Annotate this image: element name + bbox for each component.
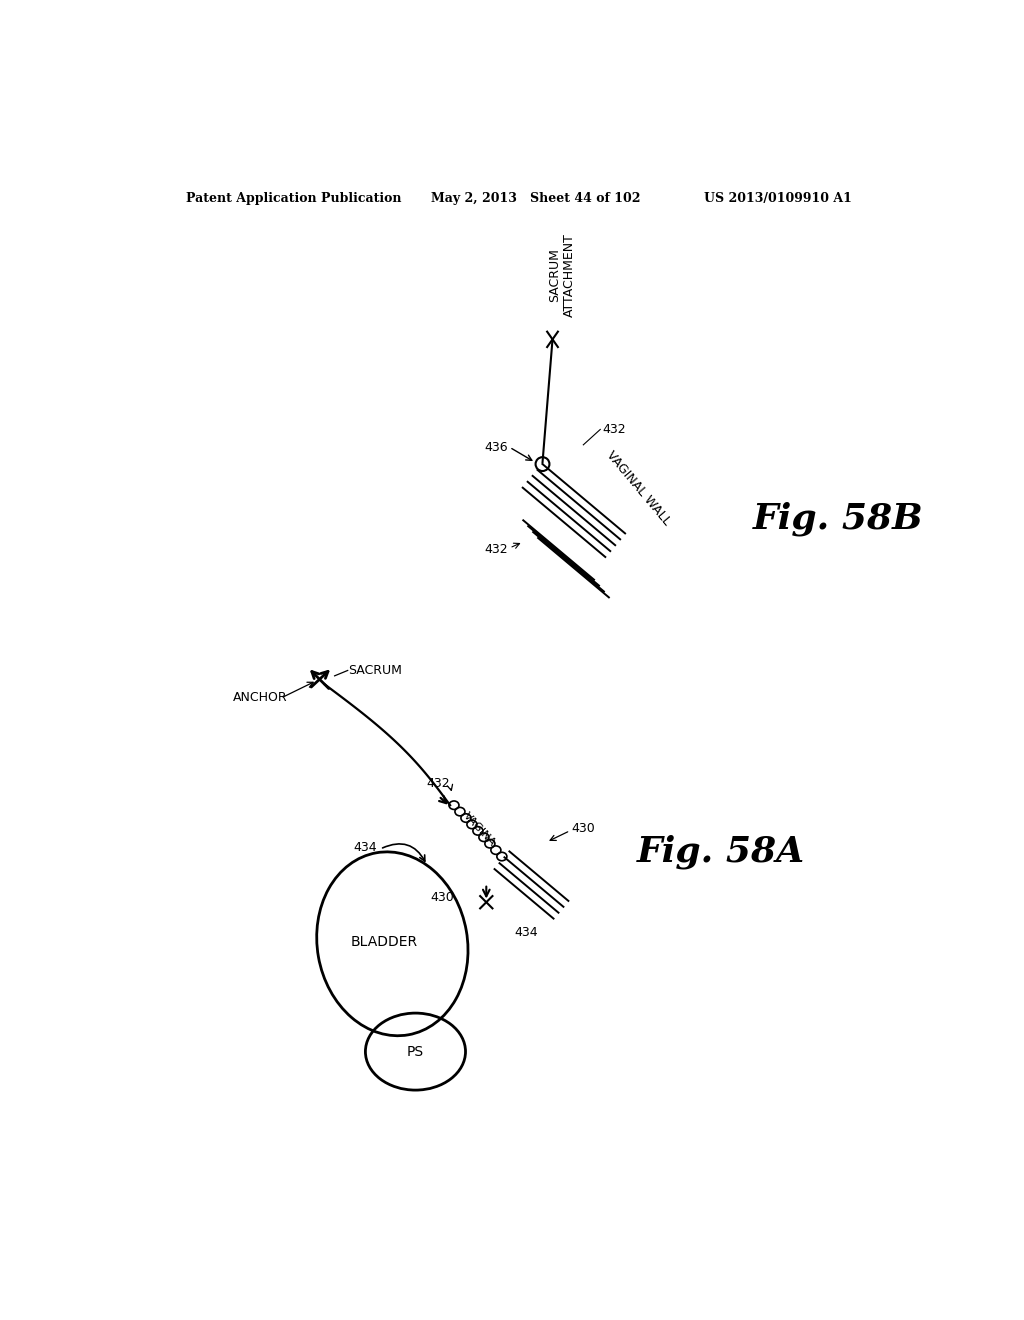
Text: Fig. 58B: Fig. 58B — [753, 502, 924, 536]
Text: 432: 432 — [426, 777, 451, 791]
Text: SACRUM
ATTACHMENT: SACRUM ATTACHMENT — [548, 234, 575, 317]
Text: VAGINAL WALL: VAGINAL WALL — [604, 449, 674, 528]
Text: Fig. 58A: Fig. 58A — [637, 834, 805, 869]
Text: Patent Application Publication: Patent Application Publication — [186, 191, 401, 205]
Text: US 2013/0109910 A1: US 2013/0109910 A1 — [705, 191, 852, 205]
Text: 432: 432 — [602, 422, 627, 436]
Text: 434: 434 — [514, 925, 538, 939]
Text: 432: 432 — [484, 543, 508, 556]
Text: 430: 430 — [430, 891, 454, 904]
Text: SACRUM: SACRUM — [348, 664, 402, 677]
Text: May 2, 2013   Sheet 44 of 102: May 2, 2013 Sheet 44 of 102 — [431, 191, 640, 205]
Text: ANCHOR: ANCHOR — [233, 690, 288, 704]
Text: VAGINA: VAGINA — [462, 810, 498, 849]
Text: BLADDER: BLADDER — [351, 936, 418, 949]
Text: 434: 434 — [353, 841, 377, 854]
Text: PS: PS — [407, 1044, 424, 1059]
Text: 430: 430 — [571, 822, 596, 834]
Text: 436: 436 — [484, 441, 508, 454]
